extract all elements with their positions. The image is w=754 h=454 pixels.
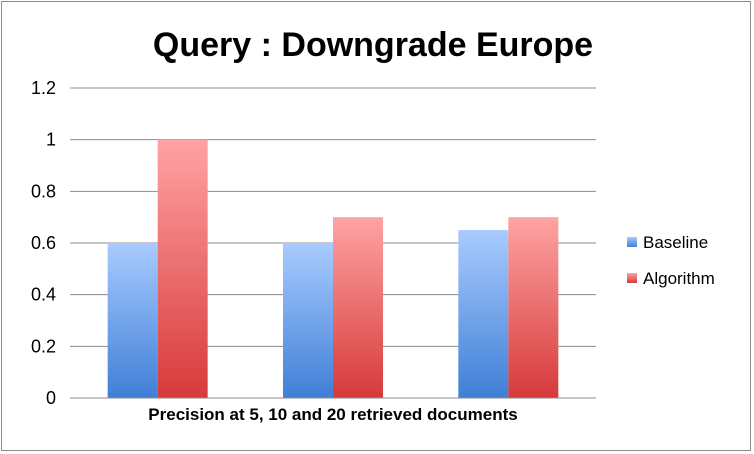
y-tick-label: 0.6 [31, 233, 56, 253]
y-tick-label: 0.4 [31, 285, 56, 305]
y-tick-label: 1.2 [31, 78, 56, 98]
legend: Baseline Algorithm [627, 233, 715, 288]
legend-label-algorithm: Algorithm [643, 269, 715, 288]
bar-baseline-3 [458, 230, 509, 398]
chart-title: Query : Downgrade Europe [153, 26, 593, 64]
x-axis-label: Precision at 5, 10 and 20 retrieved docu… [148, 405, 517, 424]
bar-algorithm-2 [333, 217, 383, 398]
y-axis-ticks: 0 0.2 0.4 0.6 0.8 1 1.2 [31, 78, 56, 408]
legend-label-baseline: Baseline [643, 233, 708, 252]
legend-swatch-baseline [627, 237, 637, 247]
y-tick-label: 1 [46, 130, 56, 150]
y-tick-label: 0.2 [31, 336, 56, 356]
bar-algorithm-3 [508, 217, 559, 398]
y-tick-label: 0 [46, 388, 56, 408]
y-tick-label: 0.8 [31, 181, 56, 201]
bars [107, 139, 559, 398]
legend-swatch-algorithm [627, 273, 637, 283]
bar-algorithm-1 [157, 139, 208, 398]
bar-baseline-1 [107, 243, 158, 398]
bar-baseline-2 [283, 243, 333, 398]
